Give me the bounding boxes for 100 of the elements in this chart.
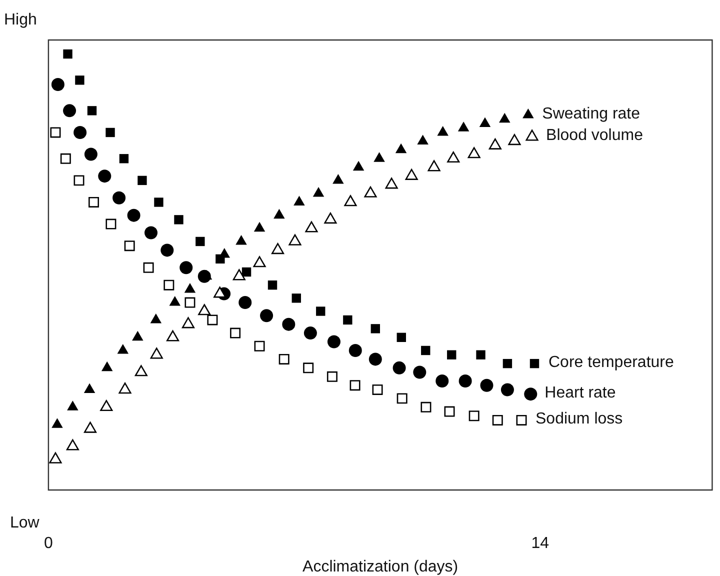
point [169,296,181,306]
point [184,297,196,308]
point [428,160,440,172]
point [84,383,96,393]
x-axis-title: Acclimatization (days) [302,558,458,576]
point [278,354,290,364]
point [74,126,87,139]
x-tick-label: 14 [531,535,550,552]
point [271,243,284,254]
point [66,439,79,450]
point [480,378,494,392]
point [106,218,116,230]
point [174,215,184,224]
point [502,358,512,368]
point [150,313,162,324]
point [118,382,132,394]
series-label: Sweating rate [542,105,640,122]
point [447,350,456,360]
point [526,130,538,141]
point [324,212,337,224]
point [420,402,432,412]
point [254,340,265,352]
point [196,236,205,246]
point [476,350,486,360]
point [88,196,99,208]
point [500,383,514,396]
point [294,196,305,206]
point [288,234,302,246]
point [468,147,480,158]
point [348,344,362,357]
point [51,78,64,92]
point [352,160,364,171]
point [117,344,129,354]
point [268,280,278,290]
point [166,330,180,342]
point [106,128,115,138]
point [437,126,448,136]
point [50,127,61,138]
point [392,361,406,374]
point [436,374,449,388]
point [154,198,164,207]
point [488,138,502,150]
text: High [4,11,37,28]
point [530,358,540,368]
point [127,208,140,222]
point [413,366,426,379]
point [508,134,521,146]
point [253,256,266,268]
point [458,122,470,132]
point [396,393,408,404]
point [238,296,252,310]
point [207,314,218,326]
point [242,267,252,277]
point [405,168,418,180]
point [254,222,266,232]
point [164,280,174,290]
point [350,380,360,391]
point [52,418,63,428]
point [84,148,98,161]
point [304,326,317,340]
series-label: Sodium loss [536,410,623,428]
point [305,221,318,232]
text: Low [10,514,40,532]
point [144,226,158,240]
point [364,186,377,198]
point [326,371,338,382]
point [312,187,324,197]
point [516,414,527,426]
series-label: Heart rate [544,384,616,402]
point [499,112,510,123]
point [260,309,274,322]
point [63,49,72,59]
point [282,318,296,331]
point [101,361,113,372]
point [60,153,71,164]
point [87,106,97,116]
point [368,352,382,366]
point [344,195,357,206]
point [332,174,344,184]
point [374,152,385,162]
point [303,362,314,374]
series-label: Blood volume [546,127,644,144]
point [63,104,76,118]
point [150,348,163,359]
point [468,410,480,422]
point [395,143,407,154]
point [138,176,147,186]
point [184,282,196,293]
point [524,388,538,401]
point [444,406,455,417]
point [143,262,154,273]
point [370,324,380,334]
point [421,346,430,356]
point [180,261,193,274]
point [132,330,144,341]
point [198,304,211,316]
x-tick-label: 0 [44,535,53,552]
point [396,332,406,342]
point [492,414,503,426]
point [458,374,472,388]
